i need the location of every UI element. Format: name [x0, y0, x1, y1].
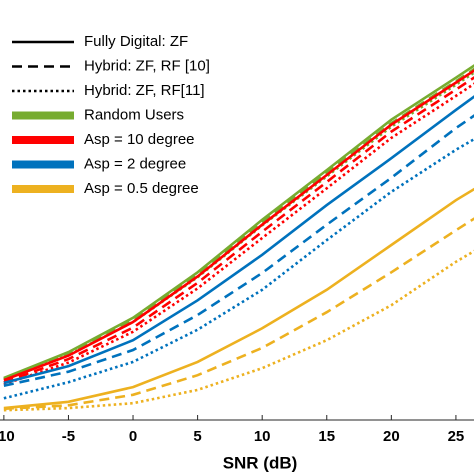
x-tick-label: 0	[129, 428, 137, 445]
x-tick-label: 10	[254, 428, 271, 445]
legend-label: Random Users	[84, 106, 184, 123]
legend-label: Hybrid: ZF, RF[11]	[84, 82, 205, 99]
x-tick-label: 20	[383, 428, 400, 445]
x-tick-label: -5	[62, 428, 75, 445]
legend-label: Asp = 0.5 degree	[84, 180, 199, 197]
x-tick-label: -10	[0, 428, 15, 445]
legend-label: Asp = 10 degree	[84, 131, 195, 148]
series-line	[3, 137, 474, 400]
series-line	[3, 114, 474, 387]
series-line	[3, 64, 474, 380]
series-line	[3, 95, 474, 385]
series-line	[3, 76, 474, 384]
legend-label: Hybrid: ZF, RF [10]	[84, 57, 210, 74]
series-line	[3, 82, 474, 386]
series-line	[3, 187, 474, 410]
x-tick-label: 15	[318, 428, 335, 445]
x-tick-label: 5	[193, 428, 201, 445]
plot-area	[3, 64, 474, 412]
legend-label: Asp = 2 degree	[84, 155, 186, 172]
legend-label: Fully Digital: ZF	[84, 33, 188, 50]
series-line	[3, 249, 474, 412]
x-tick-label: 25	[448, 428, 465, 445]
x-axis-label: SNR (dB)	[223, 453, 298, 472]
series-line	[3, 69, 474, 382]
legend: Fully Digital: ZF Hybrid: ZF, RF [10] Hybr…	[2, 28, 254, 204]
series-line	[3, 217, 474, 411]
